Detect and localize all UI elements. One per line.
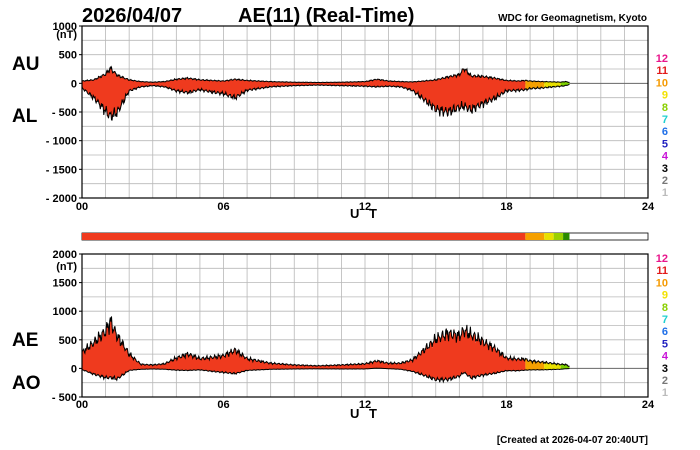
x-tick-label: 00: [76, 201, 88, 213]
y-tick-label: 0: [71, 78, 77, 90]
level-legend-item: 10: [656, 77, 668, 89]
level-legend-item: 11: [656, 265, 668, 277]
index-title: AE(11) (Real-Time): [238, 5, 414, 27]
x-tick-label: 18: [500, 399, 512, 411]
x-tick-label: 00: [76, 399, 88, 411]
level-legend-item: 5: [662, 138, 668, 150]
activity-bar: [81, 232, 649, 241]
level-legend-item: 8: [662, 302, 668, 314]
x-tick-label: 06: [217, 201, 229, 213]
activity-bar-segment: [82, 233, 526, 240]
level-legend-item: 1: [662, 187, 668, 199]
level-legend-item: 8: [662, 102, 668, 114]
lower-index-label: AO: [12, 373, 41, 394]
x-tick-label: 12: [359, 399, 371, 411]
lower-index-label: AL: [12, 106, 38, 127]
plot-frame: [81, 253, 649, 398]
level-legend-item: 6: [662, 126, 668, 138]
level-legend-item: 2: [662, 375, 668, 387]
level-legend-item: 4: [662, 351, 669, 363]
y-tick-label: - 500: [52, 392, 77, 404]
level-legend-item: 12: [656, 53, 668, 65]
level-legend-item: 2: [662, 175, 668, 187]
series-line-ao: [81, 367, 570, 384]
series-line-ae: [81, 316, 570, 367]
date-title: 2026/04/07: [82, 5, 182, 27]
activity-bar-segment: [525, 233, 545, 240]
created-timestamp: [Created at 2026-04-07 20:40UT]: [497, 435, 648, 446]
x-axis-label: U T: [350, 406, 380, 421]
level-legend-item: 6: [662, 326, 668, 338]
y-tick-label: 1000: [53, 306, 77, 318]
level-legend-item: 5: [662, 338, 668, 350]
series-line-au: [81, 65, 570, 84]
y-tick-label: 500: [59, 335, 77, 347]
y-tick-label: 1000: [53, 21, 77, 33]
x-tick-label: 06: [217, 399, 229, 411]
activity-area-segment: [560, 363, 570, 370]
level-legend-item: 12: [656, 253, 668, 265]
credit-text: WDC for Geomagnetism, Kyoto: [498, 13, 647, 24]
level-legend-item: 7: [662, 114, 668, 126]
activity-area-segment: [82, 67, 526, 121]
y-tick-label: - 1500: [46, 164, 77, 176]
upper-index-label: AU: [12, 54, 39, 75]
x-tick-label: 24: [642, 399, 655, 411]
x-tick-label: 24: [642, 201, 655, 213]
x-tick-label: 12: [359, 201, 371, 213]
ae-ao-panel: 2000 1500 1000 500 0 - 500 (nT) AE AO 00 06 12 18 24 U…: [12, 249, 655, 421]
x-axis-label: U T: [350, 206, 380, 221]
y-tick-label: - 1000: [46, 136, 77, 148]
activity-area-segment: [82, 316, 526, 383]
y-tick-label: 500: [59, 50, 77, 62]
activity-bar-segment: [563, 233, 570, 240]
activity-area-segment: [525, 358, 545, 371]
level-legend-item: 11: [656, 65, 668, 77]
unit-label: (nT): [56, 29, 77, 41]
level-legend-item: 10: [656, 277, 668, 289]
level-legend-item: 9: [662, 290, 668, 302]
y-tick-label: 1500: [53, 278, 77, 290]
series-line-al: [81, 83, 570, 121]
upper-index-label: AE: [12, 330, 38, 351]
y-tick-label: - 500: [52, 107, 77, 119]
activity-bar-segment: [553, 233, 564, 240]
x-tick-label: 18: [500, 201, 512, 213]
level-legend-item: 9: [662, 90, 668, 102]
y-tick-label: 2000: [53, 249, 77, 261]
level-legend-item: 3: [662, 163, 668, 175]
y-tick-label: - 2000: [46, 193, 77, 205]
y-tick-label: 0: [71, 363, 77, 375]
au-al-panel: 1000 500 0 - 500 - 1000 - 1500 - 2000 (nT) AU AL 0…: [12, 21, 655, 221]
level-legend-item: 4: [662, 151, 669, 163]
unit-label: (nT): [56, 261, 77, 273]
level-legend-item: 1: [662, 387, 668, 399]
level-legend-item: 7: [662, 314, 668, 326]
activity-bar-segment: [544, 233, 554, 240]
level-legend-item: 3: [662, 363, 668, 375]
